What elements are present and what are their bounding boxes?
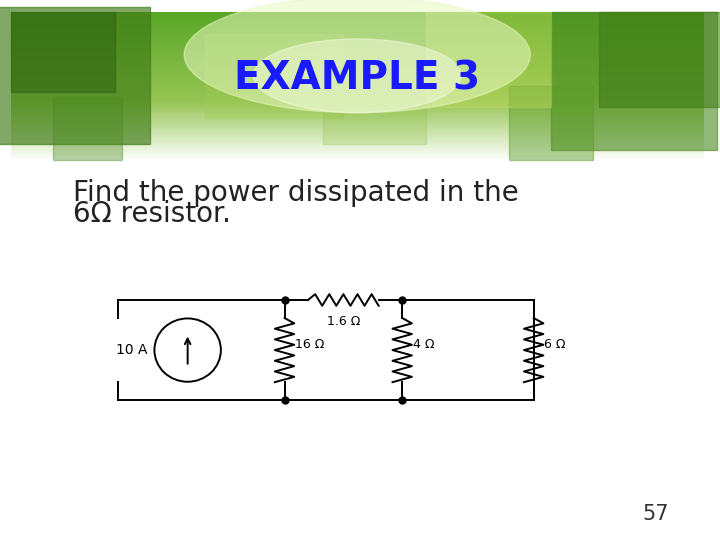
Text: EXAMPLE 3: EXAMPLE 3 [234, 59, 480, 97]
Text: 57: 57 [642, 504, 669, 524]
Ellipse shape [184, 0, 530, 113]
Ellipse shape [253, 39, 461, 113]
Bar [205, 33, 343, 118]
Text: 1.6 Ω: 1.6 Ω [327, 315, 360, 328]
Bar [11, 12, 115, 92]
Text: 6 Ω: 6 Ω [544, 339, 566, 352]
Text: Find the power dissipated in the: Find the power dissipated in the [73, 179, 519, 207]
Bar [323, 49, 426, 144]
Text: 6Ω resistor.: 6Ω resistor. [73, 200, 231, 228]
Text: 4 Ω: 4 Ω [413, 339, 434, 352]
Text: 16 Ω: 16 Ω [295, 339, 324, 352]
Bar [53, 97, 122, 160]
Bar [551, 12, 717, 150]
Bar [600, 12, 720, 107]
Bar [11, 160, 703, 540]
Bar [426, 12, 551, 107]
Text: 10 A: 10 A [116, 343, 148, 357]
Bar [0, 7, 150, 144]
Bar [510, 86, 593, 160]
